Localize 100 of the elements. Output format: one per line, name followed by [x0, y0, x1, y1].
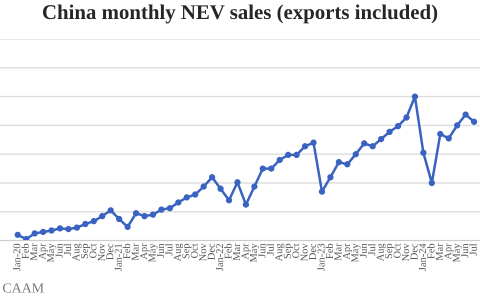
- x-tick-label: Dec: [410, 244, 418, 260]
- point: [124, 224, 131, 230]
- x-tick-label: Jun: [360, 244, 367, 258]
- x-tick-label: Aug: [174, 244, 184, 262]
- x-tick-label: May: [148, 243, 158, 262]
- x-tick-label: Feb: [224, 244, 232, 259]
- x-tick-label: Aug: [376, 244, 386, 262]
- text: CAAM: [2, 283, 44, 293]
- x-tick-label: Jul: [165, 244, 172, 256]
- point: [336, 158, 342, 166]
- x-tick-label: Apr: [444, 243, 454, 260]
- point: [268, 165, 274, 172]
- point: [293, 152, 300, 158]
- point: [192, 191, 198, 198]
- point: [141, 212, 148, 220]
- point: [74, 224, 80, 231]
- point: [428, 180, 435, 186]
- point: [208, 174, 216, 180]
- x-tick-label: Feb: [21, 244, 29, 259]
- point: [260, 165, 266, 172]
- x-tick-label: Jan-20: [13, 244, 20, 271]
- point: [462, 111, 469, 118]
- x-tick-label: Apr: [38, 243, 48, 260]
- x-tick-label: Jan-21: [114, 244, 122, 271]
- x-tick-label: Oct: [292, 243, 300, 258]
- x-tick-label: Nov: [300, 243, 308, 262]
- x-tick-label: May: [47, 243, 56, 262]
- point: [251, 183, 258, 190]
- x-tick-label: Jun: [157, 244, 164, 258]
- point: [200, 183, 207, 190]
- point: [234, 179, 241, 186]
- point: [378, 136, 384, 142]
- x-tick-label: Apr: [342, 243, 352, 260]
- x-tick-label: Sep: [80, 244, 90, 258]
- x-tick-label: Aug: [275, 244, 284, 262]
- point: [370, 143, 376, 150]
- point: [318, 188, 326, 195]
- x-tick-label: Apr: [140, 243, 150, 260]
- x-tick-label: Oct: [190, 243, 198, 258]
- x-tick-label: Nov: [199, 243, 206, 262]
- point: [361, 140, 368, 147]
- point: [40, 228, 46, 236]
- point: [166, 205, 173, 212]
- point: [116, 216, 122, 222]
- x-tick-label: Jun: [461, 244, 468, 258]
- x-tick-label: Feb: [427, 244, 434, 259]
- x-tick-label: Mar: [30, 243, 38, 260]
- point: [150, 212, 156, 218]
- point: [48, 227, 55, 234]
- x-tick-label: Jun: [258, 244, 266, 258]
- point: [82, 220, 88, 228]
- x-tick-label: Sep: [182, 244, 192, 258]
- x-tick-label: Jul: [368, 244, 376, 256]
- point: [242, 201, 250, 208]
- x-tick-label: Apr: [242, 243, 251, 260]
- x-tick-label: May: [351, 243, 360, 262]
- point: [65, 226, 72, 232]
- point: [412, 93, 418, 100]
- point: [32, 230, 38, 237]
- point: [302, 143, 308, 150]
- point: [108, 207, 114, 214]
- x-tick-label: Jun: [56, 244, 63, 258]
- x-tick-label: Feb: [326, 244, 334, 259]
- point: [310, 140, 317, 146]
- point: [184, 194, 190, 201]
- point: [446, 135, 452, 142]
- point: [158, 206, 165, 213]
- x-tick-label: Jul: [266, 244, 274, 256]
- x-tick-label: Dec: [208, 244, 215, 260]
- point: [99, 212, 106, 220]
- x-tick-label: Oct: [89, 243, 96, 258]
- x-tick-label: Dec: [309, 244, 316, 260]
- point: [403, 114, 410, 121]
- point: [217, 186, 224, 192]
- x-tick-label: May: [250, 243, 260, 262]
- x-tick-label: Jan-24: [418, 244, 426, 271]
- x-tick-label: Jul: [469, 244, 477, 256]
- x-tick-label: Jan-22: [216, 244, 224, 271]
- point: [132, 210, 140, 216]
- point: [352, 151, 359, 158]
- x-tick-label: Sep: [284, 244, 293, 258]
- point: [56, 225, 64, 232]
- point: [394, 122, 402, 130]
- x-tick-label: Jan-23: [318, 244, 325, 271]
- x-tick-label: Mar: [132, 243, 139, 260]
- chart-title: China monthly NEV sales (exports included): [42, 4, 438, 24]
- point: [90, 218, 97, 224]
- x-tick-label: Oct: [394, 243, 401, 258]
- point: [175, 199, 182, 206]
- x-tick-label: Aug: [72, 244, 82, 262]
- x-tick-label: Jul: [64, 244, 72, 256]
- point: [470, 118, 478, 125]
- point: [327, 174, 334, 180]
- x-tick-label: Mar: [233, 243, 240, 260]
- point: [226, 197, 232, 204]
- x-tick-label: Mar: [436, 243, 443, 260]
- point: [344, 161, 350, 168]
- point: [420, 150, 427, 156]
- x-tick-label: Nov: [402, 243, 410, 262]
- x-tick-label: Sep: [385, 244, 394, 258]
